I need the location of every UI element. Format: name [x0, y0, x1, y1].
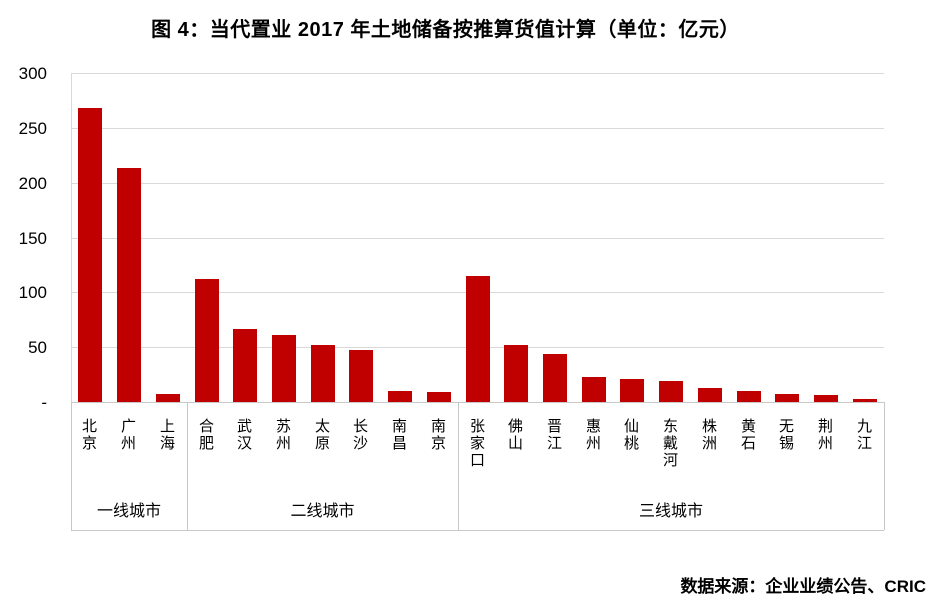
bar — [582, 377, 606, 402]
bar — [737, 391, 761, 402]
x-axis-city-label: 广州 — [119, 418, 136, 452]
bar — [388, 391, 412, 402]
bar — [78, 108, 102, 402]
category-group-divider — [458, 402, 459, 530]
x-axis-line — [71, 402, 884, 403]
x-axis-city-label: 仙桃 — [622, 418, 639, 452]
data-source-note: 数据来源：企业业绩公告、CRIC — [680, 577, 926, 596]
category-group-divider — [884, 402, 885, 530]
x-axis-city-label: 南京 — [429, 418, 446, 452]
category-axis-bottom-border — [71, 530, 884, 531]
category-group-divider — [71, 402, 72, 530]
x-axis-city-label: 武汉 — [235, 418, 252, 452]
bar — [543, 354, 567, 402]
bar — [311, 345, 335, 402]
x-axis-city-label: 黄石 — [739, 418, 756, 452]
y-axis-tick-label: 250 — [18, 119, 47, 138]
y-axis-tick-label: 50 — [28, 338, 47, 357]
y-axis-tick-label: - — [41, 393, 47, 412]
city-tier-group-label: 三线城市 — [638, 503, 703, 520]
y-axis-tick-label: 200 — [18, 174, 47, 193]
x-axis-city-label: 无锡 — [777, 418, 794, 452]
bar — [466, 276, 490, 402]
bar — [272, 335, 296, 402]
bar — [427, 392, 451, 402]
category-group-divider — [187, 402, 188, 530]
bar — [620, 379, 644, 402]
bar — [659, 381, 683, 402]
x-axis-city-label: 晋江 — [545, 418, 562, 452]
x-axis-city-label: 张家口 — [468, 418, 485, 469]
bar — [814, 395, 838, 402]
bar — [156, 394, 180, 402]
x-axis-city-label: 九江 — [855, 418, 872, 452]
x-axis-city-label: 上海 — [158, 418, 175, 452]
x-axis-city-label: 苏州 — [274, 418, 291, 452]
x-axis-city-label: 惠州 — [584, 418, 601, 452]
bar — [853, 399, 877, 402]
x-axis-city-label: 长沙 — [351, 418, 368, 452]
x-axis-city-label: 太原 — [313, 418, 330, 452]
bar — [775, 394, 799, 402]
bar — [504, 345, 528, 402]
y-axis-line — [71, 73, 72, 402]
bar — [195, 279, 219, 402]
bar — [233, 329, 257, 402]
x-axis-city-label: 株洲 — [700, 418, 717, 452]
y-axis-tick-label: 300 — [18, 64, 47, 83]
x-axis-city-label: 南昌 — [390, 418, 407, 452]
gridline — [71, 238, 884, 239]
x-axis-city-label: 北京 — [80, 418, 97, 452]
x-axis-city-label: 荆州 — [816, 418, 833, 452]
gridline — [71, 73, 884, 74]
y-axis-tick-label: 150 — [18, 229, 47, 248]
bar — [698, 388, 722, 402]
x-axis-city-label: 合肥 — [197, 418, 214, 452]
x-axis-city-label: 佛山 — [506, 418, 523, 452]
city-tier-group-label: 一线城市 — [96, 503, 161, 520]
chart-title: 图 4：当代置业 2017 年土地储备按推算货值计算（单位：亿元） — [151, 19, 740, 41]
bar — [117, 168, 141, 402]
gridline — [71, 183, 884, 184]
y-axis-tick-label: 100 — [18, 283, 47, 302]
x-axis-city-label: 东戴河 — [661, 418, 678, 469]
city-tier-group-label: 二线城市 — [290, 503, 355, 520]
bar — [349, 350, 373, 402]
gridline — [71, 128, 884, 129]
